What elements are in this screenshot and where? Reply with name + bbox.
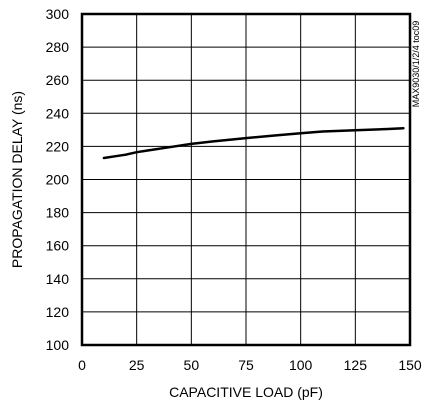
y-tick-label: 120 bbox=[46, 304, 70, 320]
x-axis-label: CAPACITIVE LOAD (pF) bbox=[169, 384, 323, 400]
x-tick-label: 25 bbox=[129, 357, 145, 373]
x-tick-labels: 0 25 50 75 100 125 150 bbox=[78, 357, 422, 373]
series-layer bbox=[102, 126, 405, 160]
y-tick-label: 200 bbox=[46, 172, 70, 188]
x-tick-label: 50 bbox=[184, 357, 200, 373]
y-tick-label: 140 bbox=[46, 271, 70, 287]
y-tick-label: 100 bbox=[46, 337, 70, 353]
grid-lines bbox=[82, 14, 410, 345]
y-tick-labels: 100 120 140 160 180 200 220 240 260 280 300 bbox=[46, 6, 70, 353]
x-tick-label: 75 bbox=[238, 357, 254, 373]
y-tick-label: 260 bbox=[46, 72, 70, 88]
x-tick-label: 100 bbox=[289, 357, 313, 373]
series-line bbox=[102, 126, 405, 160]
y-axis-label: PROPAGATION DELAY (ns) bbox=[9, 91, 25, 268]
x-tick-label: 150 bbox=[398, 357, 422, 373]
y-tick-label: 180 bbox=[46, 205, 70, 221]
y-tick-label: 220 bbox=[46, 138, 70, 154]
y-tick-label: 280 bbox=[46, 39, 70, 55]
x-tick-label: 0 bbox=[78, 357, 86, 373]
y-tick-label: 160 bbox=[46, 238, 70, 254]
x-tick-label: 125 bbox=[344, 357, 368, 373]
y-tick-label: 300 bbox=[46, 6, 70, 22]
plot-frame bbox=[80, 12, 412, 347]
y-tick-label: 240 bbox=[46, 105, 70, 121]
figure-code-annotation: MAX9030/1/2/4 toc09 bbox=[411, 21, 421, 108]
